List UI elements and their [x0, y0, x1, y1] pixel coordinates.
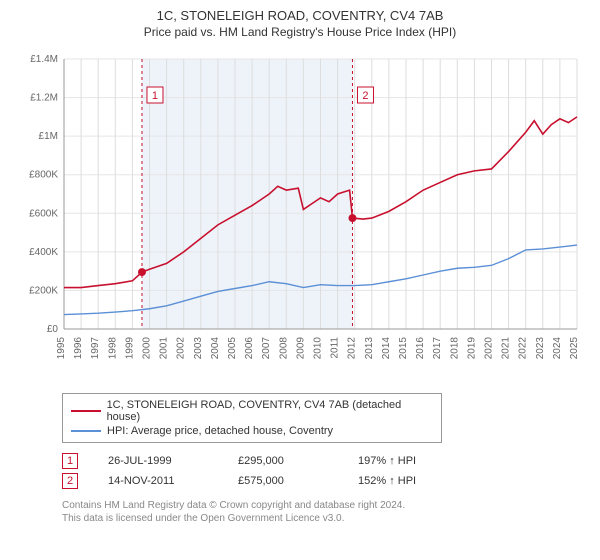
- sale-date: 26-JUL-1999: [108, 455, 208, 467]
- sale-row: 1 26-JUL-1999 £295,000 197% ↑ HPI: [62, 451, 588, 471]
- x-tick-label: 2008: [278, 337, 289, 360]
- legend-swatch: [71, 430, 101, 432]
- x-tick-label: 2000: [142, 337, 153, 360]
- x-tick-label: 2001: [159, 337, 170, 360]
- chart-container: 1C, STONELEIGH ROAD, COVENTRY, CV4 7AB P…: [0, 0, 600, 529]
- x-tick-label: 1995: [56, 337, 67, 360]
- chart-title: 1C, STONELEIGH ROAD, COVENTRY, CV4 7AB: [12, 8, 588, 23]
- x-tick-label: 2012: [347, 337, 358, 360]
- x-tick-label: 2005: [227, 337, 238, 360]
- sale-marker-label: 1: [152, 90, 158, 102]
- x-tick-label: 2003: [193, 337, 204, 360]
- x-tick-label: 1996: [73, 337, 84, 360]
- legend-label: HPI: Average price, detached house, Cove…: [107, 425, 333, 437]
- x-tick-label: 2019: [466, 337, 477, 360]
- x-tick-label: 2016: [415, 337, 426, 360]
- x-tick-label: 2009: [295, 337, 306, 360]
- x-tick-label: 2021: [501, 337, 512, 360]
- x-tick-label: 2006: [244, 337, 255, 360]
- legend-swatch: [71, 410, 101, 412]
- y-tick-label: £600K: [29, 208, 58, 219]
- chart-plot-area: £0 £200K £400K £600K £800K £1M £1.2M £1.4M 1995 1…: [12, 47, 588, 387]
- x-tick-label: 2024: [552, 337, 563, 360]
- x-tick-label: 2025: [569, 337, 580, 360]
- x-tick-label: 2004: [210, 337, 221, 360]
- y-tick-label: £800K: [29, 170, 58, 181]
- sale-marker-icon: 1: [62, 453, 78, 469]
- legend-item: 1C, STONELEIGH ROAD, COVENTRY, CV4 7AB (…: [71, 398, 433, 424]
- legend-box: 1C, STONELEIGH ROAD, COVENTRY, CV4 7AB (…: [62, 393, 442, 443]
- sales-table: 1 26-JUL-1999 £295,000 197% ↑ HPI 2 14-NOV-20…: [62, 451, 588, 491]
- x-tick-label: 2015: [398, 337, 409, 360]
- y-tick-label: £0: [47, 324, 59, 335]
- footer-attribution: Contains HM Land Registry data © Crown c…: [62, 499, 588, 525]
- x-tick-label: 2022: [518, 337, 529, 360]
- x-tick-label: 2010: [313, 337, 324, 360]
- x-tick-label: 1999: [124, 337, 135, 360]
- x-tick-label: 2023: [535, 337, 546, 360]
- sale-pct: 197% ↑ HPI: [358, 455, 458, 467]
- sale-price: £575,000: [238, 475, 328, 487]
- x-tick-label: 2018: [449, 337, 460, 360]
- y-tick-label: £1.2M: [30, 93, 58, 104]
- sale-marker-label: 2: [362, 90, 368, 102]
- x-tick-label: 2017: [432, 337, 443, 360]
- x-tick-label: 2002: [176, 337, 187, 360]
- sale-date: 14-NOV-2011: [108, 475, 208, 487]
- y-tick-label: £400K: [29, 247, 58, 258]
- legend-label: 1C, STONELEIGH ROAD, COVENTRY, CV4 7AB (…: [107, 399, 433, 423]
- legend-item: HPI: Average price, detached house, Cove…: [71, 424, 433, 438]
- sale-row: 2 14-NOV-2011 £575,000 152% ↑ HPI: [62, 471, 588, 491]
- y-tick-label: £1.4M: [30, 54, 58, 65]
- y-tick-label: £200K: [29, 285, 58, 296]
- x-tick-label: 2011: [330, 337, 341, 359]
- sale-price: £295,000: [238, 455, 328, 467]
- sale-pct: 152% ↑ HPI: [358, 475, 458, 487]
- y-tick-label: £1M: [39, 131, 58, 142]
- x-tick-label: 1997: [90, 337, 101, 360]
- chart-subtitle: Price paid vs. HM Land Registry's House …: [12, 25, 588, 39]
- x-tick-label: 1998: [107, 337, 118, 360]
- footer-line1: Contains HM Land Registry data © Crown c…: [62, 499, 588, 512]
- x-tick-label: 2007: [261, 337, 272, 360]
- x-tick-label: 2020: [484, 337, 495, 360]
- chart-svg: £0 £200K £400K £600K £800K £1M £1.2M £1.4M 1995 1…: [12, 47, 588, 387]
- footer-line2: This data is licensed under the Open Gov…: [62, 512, 588, 525]
- x-tick-label: 2013: [364, 337, 375, 360]
- sale-marker-icon: 2: [62, 473, 78, 489]
- x-tick-label: 2014: [381, 337, 392, 360]
